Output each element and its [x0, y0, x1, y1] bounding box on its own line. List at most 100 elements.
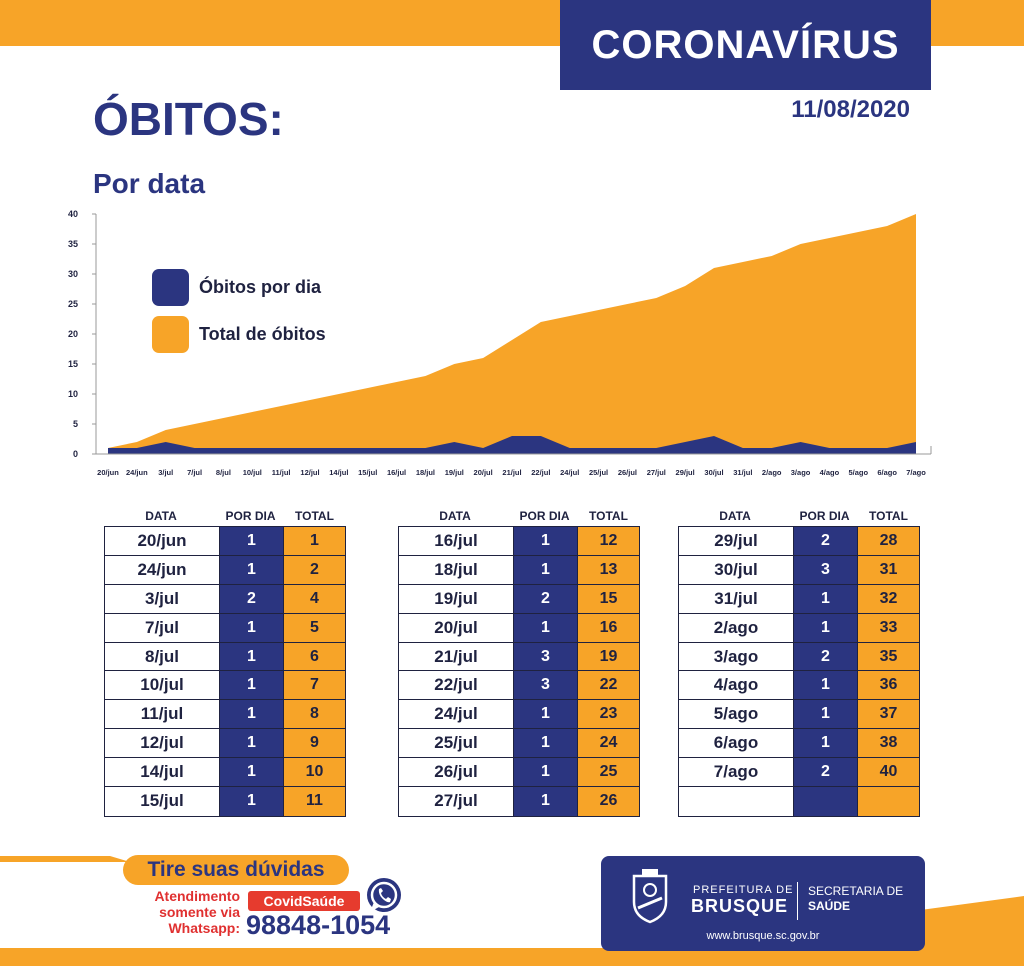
per-day-cell: 1: [513, 700, 577, 729]
y-tick-label: 0: [73, 449, 78, 459]
per-day-cell: 2: [219, 584, 283, 613]
whatsapp-phone-number: 98848-1054: [246, 910, 391, 940]
total-cell: 23: [577, 700, 639, 729]
report-date: 11/08/2020: [791, 96, 910, 123]
date-cell: 29/jul: [679, 527, 793, 555]
table-row: 2/ago 1 33: [679, 613, 919, 643]
legend-swatch-per-day: [152, 268, 189, 306]
table-row: 5/ago 1 37: [679, 700, 919, 730]
date-cell: 31/jul: [679, 584, 793, 613]
date-cell: 27/jul: [399, 787, 513, 816]
x-tick-label: 6/ago: [877, 468, 897, 477]
table-header-cell: POR DIA: [799, 509, 850, 523]
cta-line-3: Whatsapp:: [168, 920, 240, 936]
total-cell: 7: [283, 671, 345, 700]
per-day-cell: 1: [793, 729, 857, 758]
y-tick-label: 5: [73, 419, 78, 429]
table-row: 15/jul 1 11: [105, 787, 345, 816]
date-cell: 7/jul: [105, 613, 219, 642]
page-title: ÓBITOS:: [93, 93, 284, 145]
x-tick-label: 15/jul: [358, 468, 377, 477]
table-header-cell: POR DIA: [225, 509, 276, 523]
total-cell: 40: [857, 758, 919, 787]
total-cell: 15: [577, 584, 639, 613]
table-row: 24/jul 1 23: [399, 700, 639, 730]
table-header-cell: TOTAL: [589, 509, 628, 523]
per-day-cell: 1: [219, 527, 283, 555]
per-day-cell: 1: [513, 613, 577, 642]
x-tick-label: 30/jul: [704, 468, 723, 477]
x-tick-label: 29/jul: [676, 468, 695, 477]
deaths-table-1: DATA POR DIA TOTAL 20/jun 1 1 24/jun 1 2 3/jul 2 4 7…: [104, 506, 346, 817]
date-cell: 14/jul: [105, 758, 219, 787]
total-cell: 36: [857, 671, 919, 700]
date-cell: 4/ago: [679, 671, 793, 700]
table-header: DATA POR DIA TOTAL: [398, 506, 640, 526]
total-cell: 32: [857, 584, 919, 613]
y-tick-label: 40: [68, 209, 78, 219]
table-row: 6/ago 1 38: [679, 729, 919, 759]
x-tick-label: 7/jul: [187, 468, 202, 477]
legend-item-total: Total de óbitos: [152, 315, 326, 353]
per-day-cell: 2: [793, 758, 857, 787]
prefeitura-logo: PREFEITURA DE BRUSQUE SECRETARIA DE SAÚD…: [601, 856, 925, 951]
cta-title: Tire suas dúvidas: [147, 858, 325, 881]
total-cell: 33: [857, 613, 919, 642]
table-row: 20/jun 1 1: [105, 527, 345, 556]
table-body: 16/jul 1 12 18/jul 1 13 19/jul 2 15 20/jul 1 16 21/j…: [398, 526, 640, 817]
date-cell: 8/jul: [105, 642, 219, 671]
website-url: www.brusque.sc.gov.br: [706, 930, 820, 942]
total-cell: 2: [283, 555, 345, 584]
table-row: 26/jul 1 25: [399, 758, 639, 788]
y-axis: 0 5 10 15 20 25 30 35 40: [68, 209, 97, 459]
per-day-cell: 1: [513, 787, 577, 816]
x-tick-label: 10/jul: [243, 468, 262, 477]
x-tick-label: 21/jul: [502, 468, 521, 477]
y-tick-label: 15: [68, 359, 78, 369]
total-cell: 5: [283, 613, 345, 642]
total-cell: 28: [857, 527, 919, 555]
x-tick-label: 27/jul: [647, 468, 666, 477]
date-cell: 3/ago: [679, 642, 793, 671]
table-row: 3/ago 2 35: [679, 642, 919, 672]
x-tick-label: 7/ago: [906, 468, 926, 477]
date-cell: 26/jul: [399, 758, 513, 787]
x-tick-label: 24/jun: [126, 468, 148, 477]
total-cell: 31: [857, 555, 919, 584]
date-cell: 21/jul: [399, 642, 513, 671]
per-day-cell: 1: [513, 758, 577, 787]
table-row: 19/jul 2 15: [399, 584, 639, 614]
x-tick-label: 2/ago: [762, 468, 782, 477]
x-tick-label: 24/jul: [560, 468, 579, 477]
table-row: 14/jul 1 10: [105, 758, 345, 788]
date-cell: 3/jul: [105, 584, 219, 613]
table-row: 11/jul 1 8: [105, 700, 345, 730]
table-body: 29/jul 2 28 30/jul 3 31 31/jul 1 32 2/ago 1 33 3/ago…: [678, 526, 920, 817]
x-tick-label: 8/jul: [216, 468, 231, 477]
y-tick-label: 30: [68, 269, 78, 279]
date-cell: 25/jul: [399, 729, 513, 758]
x-tick-label: 3/ago: [791, 468, 811, 477]
table-row: [679, 787, 919, 816]
date-cell: 11/jul: [105, 700, 219, 729]
date-cell: 22/jul: [399, 671, 513, 700]
table-row: 18/jul 1 13: [399, 555, 639, 585]
logo-divider: [797, 882, 798, 920]
table-row: 20/jul 1 16: [399, 613, 639, 643]
table-header-cell: TOTAL: [295, 509, 334, 523]
table-row: 21/jul 3 19: [399, 642, 639, 672]
date-cell: 18/jul: [399, 555, 513, 584]
table-header: DATA POR DIA TOTAL: [678, 506, 920, 526]
x-tick-label: 19/jul: [445, 468, 464, 477]
date-cell: 2/ago: [679, 613, 793, 642]
table-header-cell: POR DIA: [519, 509, 570, 523]
date-cell: 20/jul: [399, 613, 513, 642]
table-row: 16/jul 1 12: [399, 527, 639, 556]
total-cell: 37: [857, 700, 919, 729]
total-cell: 35: [857, 642, 919, 671]
per-day-cell: 1: [219, 700, 283, 729]
chart-legend: Óbitos por dia Total de óbitos: [152, 268, 326, 362]
total-cell: 10: [283, 758, 345, 787]
total-cell: 38: [857, 729, 919, 758]
total-cell: 11: [283, 787, 345, 816]
